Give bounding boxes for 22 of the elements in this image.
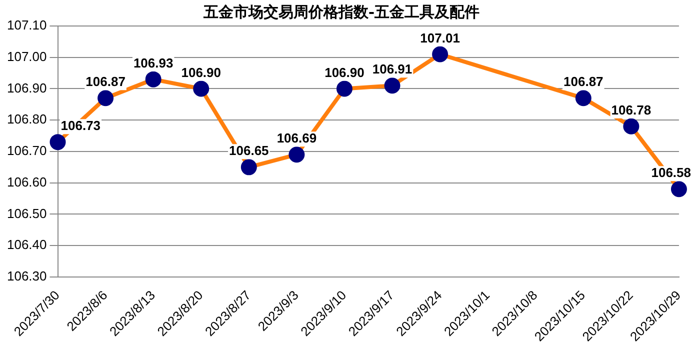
data-label: 106.90 <box>181 64 221 80</box>
data-label: 106.93 <box>133 55 174 70</box>
y-tick-label: 107.00 <box>6 48 47 64</box>
y-tick-label: 106.70 <box>6 143 47 158</box>
data-label: 106.91 <box>372 62 412 77</box>
data-label: 107.01 <box>420 30 460 46</box>
y-tick-label: 106.60 <box>6 174 47 190</box>
y-tick-label: 106.90 <box>6 80 47 96</box>
data-label: 106.73 <box>60 118 101 134</box>
data-label: 106.65 <box>229 143 269 158</box>
data-label: 106.78 <box>611 102 652 118</box>
data-label: 106.58 <box>651 165 691 180</box>
y-tick-label: 107.10 <box>6 18 47 33</box>
y-tick-label: 106.30 <box>6 268 47 284</box>
y-tick-label: 106.80 <box>6 112 47 127</box>
y-tick-label: 106.50 <box>6 206 47 221</box>
y-tick-label: 106.40 <box>6 237 47 252</box>
chart-title: 五金市场交易周价格指数-五金工具及配件 <box>202 2 480 21</box>
data-label: 106.87 <box>86 74 126 90</box>
data-label: 106.87 <box>564 74 604 90</box>
data-label: 106.69 <box>276 130 317 146</box>
data-label: 106.90 <box>324 64 364 80</box>
